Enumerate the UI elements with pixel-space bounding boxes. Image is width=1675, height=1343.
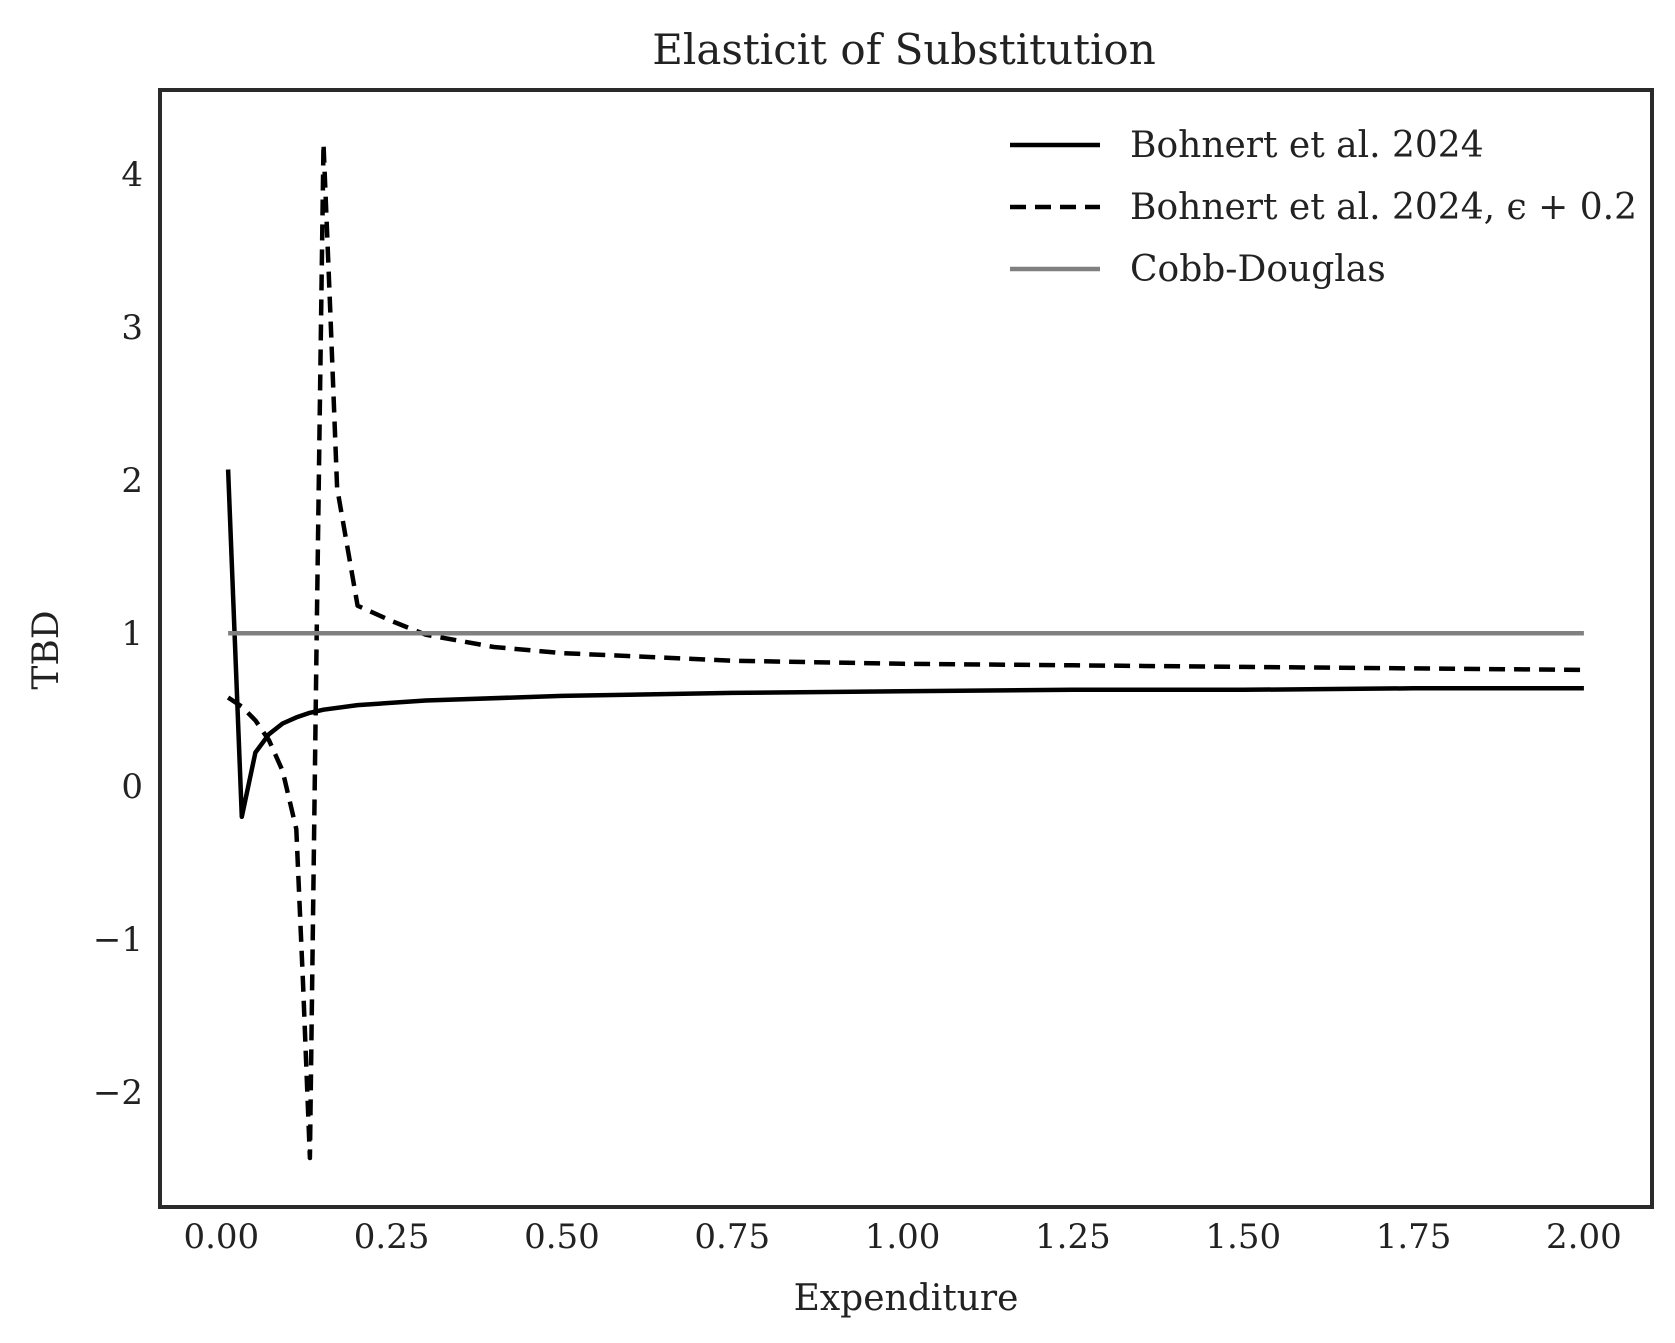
x-tick-label: 1.75 — [1376, 1217, 1452, 1257]
y-axis-label: TBD — [26, 610, 67, 689]
x-tick-label: 0.50 — [524, 1217, 600, 1257]
x-tick-label: 0.25 — [354, 1217, 430, 1257]
y-tick-label: 1 — [121, 614, 143, 654]
y-tick-label: 4 — [121, 155, 143, 195]
series-line-2 — [226, 141, 1584, 1161]
plot-area-frame — [158, 88, 1654, 1209]
x-tick-label: 1.25 — [1035, 1217, 1111, 1257]
chart-title: Elasticit of Substitution — [652, 25, 1156, 74]
x-tick-label: 1.00 — [865, 1217, 941, 1257]
x-axis-ticks: 0.00 0.25 0.50 0.75 1.00 1.25 1.50 1.75 2.00 — [183, 1217, 1621, 1257]
y-axis-ticks: −2 −1 0 1 2 3 4 — [93, 155, 143, 1113]
legend-label-2: Bohnert et al. 2024, ϵ + 0.2 — [1130, 187, 1637, 228]
legend: Bohnert et al. 2024 Bohnert et al. 2024, … — [1010, 125, 1637, 290]
x-tick-label: 0.00 — [183, 1217, 259, 1257]
y-tick-label: 0 — [121, 767, 143, 807]
y-tick-label: −1 — [93, 920, 143, 960]
legend-label-3: Cobb-Douglas — [1130, 249, 1386, 290]
x-tick-label: 1.50 — [1205, 1217, 1281, 1257]
series-layer — [225, 141, 1584, 1161]
x-axis-label: Expenditure — [794, 1278, 1019, 1319]
y-tick-label: 3 — [121, 308, 143, 348]
y-tick-label: −2 — [93, 1073, 143, 1113]
x-tick-label: 0.75 — [694, 1217, 770, 1257]
x-tick-label: 2.00 — [1546, 1217, 1622, 1257]
legend-label-1: Bohnert et al. 2024 — [1130, 125, 1484, 166]
series-line-1 — [225, 469, 1584, 820]
y-tick-label: 2 — [121, 461, 143, 501]
